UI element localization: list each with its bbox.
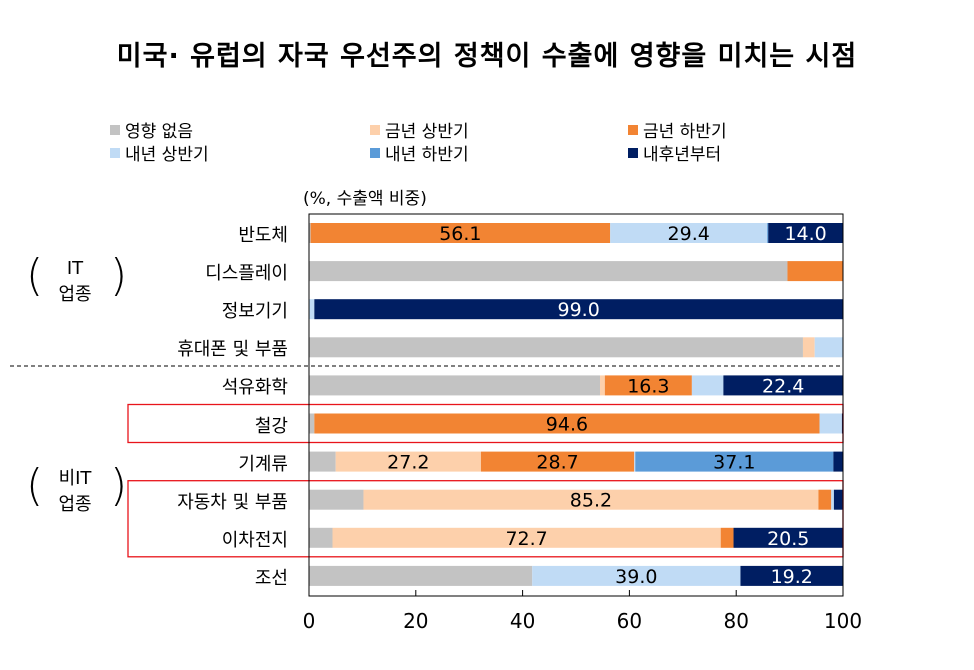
data-label: 27.2 (387, 452, 429, 474)
category-label: 기계류 (238, 453, 288, 475)
chart-title: 미국· 유럽의 자국 우선주의 정책이 수출에 영향을 미치는 시점 (116, 41, 858, 72)
legend-swatch (110, 147, 120, 158)
bar-segment (309, 527, 333, 548)
bar-segment (309, 565, 533, 586)
bar-segment (833, 489, 843, 510)
legend-swatch (628, 124, 638, 135)
bar-segment (691, 375, 724, 396)
legend-item: 내년 하반기 (370, 140, 469, 165)
data-label: 56.1 (439, 223, 481, 245)
bar-segment (310, 223, 611, 243)
category-label: 조선 (254, 567, 288, 589)
bar-segment (767, 223, 769, 243)
group-bracket: ) (110, 460, 128, 511)
category-label: 석유화학 (221, 377, 288, 399)
group-bracket: ( (26, 250, 44, 301)
legend-item: 내후년부터 (628, 140, 721, 165)
category-label: 이차전지 (221, 529, 288, 551)
x-tick-label: 100 (824, 609, 862, 633)
legend-label: 내년 하반기 (385, 145, 469, 165)
category-label: 반도체 (238, 225, 288, 246)
legend-item: 영향 없음 (110, 117, 193, 142)
bar-segment (818, 489, 832, 510)
bar-segment (604, 375, 692, 396)
bar-segment (309, 337, 803, 358)
bar-segment (802, 337, 815, 358)
data-label: 14.0 (784, 223, 826, 245)
bar-segment (600, 375, 605, 396)
bar-segment (309, 451, 336, 472)
legend-swatch (370, 124, 380, 135)
bar-segment (332, 527, 721, 548)
legend-item: 금년 하반기 (628, 117, 727, 142)
legend-label: 내후년부터 (643, 145, 722, 165)
data-label: 94.6 (546, 414, 588, 436)
bar-segment (610, 223, 768, 243)
category-label: 자동차 및 부품 (177, 491, 288, 513)
bar-segment (335, 451, 481, 472)
bar-segment (833, 451, 843, 472)
bar-segment (733, 527, 843, 548)
bar-segment (532, 565, 741, 586)
category-label: 정보기기 (221, 301, 288, 323)
bar-segment (740, 565, 843, 586)
data-label: 16.3 (627, 375, 669, 397)
legend-swatch (370, 147, 380, 158)
bar-segment (819, 413, 842, 434)
group-label: IT 업종 (58, 258, 92, 305)
bar-segment (720, 527, 734, 548)
plot-frame (308, 213, 844, 597)
x-tick-label: 60 (617, 609, 642, 633)
category-label: 철강 (254, 415, 288, 437)
data-label: 20.5 (767, 528, 809, 550)
legend-label: 금년 상반기 (385, 122, 469, 142)
data-label: 29.4 (668, 223, 710, 245)
bar-segment (831, 489, 834, 510)
unit-label: (%, 수출액 비중) (303, 189, 427, 209)
bar-segment (309, 489, 364, 510)
data-label: 72.7 (505, 528, 547, 550)
bar-segment (814, 337, 843, 358)
group-label: 비IT 업종 (58, 468, 92, 515)
bar-segment (634, 451, 636, 472)
bar-segment (723, 375, 843, 396)
data-label: 28.7 (536, 452, 578, 474)
legend-swatch (628, 147, 638, 158)
category-label: 휴대폰 및 부품 (177, 339, 288, 361)
bar-segment (480, 451, 635, 472)
data-label: 22.4 (762, 375, 804, 397)
legend-item: 내년 상반기 (110, 140, 209, 165)
x-tick-label: 40 (510, 609, 535, 633)
bar-segment (314, 299, 844, 320)
bar-segment (787, 261, 843, 282)
bar-segment (309, 261, 788, 282)
bar-segment (635, 451, 834, 472)
x-tick-label: 80 (723, 609, 748, 633)
bar-segment (768, 223, 843, 243)
data-label: 37.1 (713, 452, 755, 474)
bar-segment (309, 375, 601, 396)
data-label: 19.2 (771, 566, 813, 588)
bar-segment (314, 413, 820, 434)
category-label: 디스플레이 (205, 263, 288, 285)
data-label: 85.2 (570, 490, 612, 512)
legend-item: 금년 상반기 (370, 117, 469, 142)
x-tick-label: 0 (303, 609, 316, 633)
group-bracket: ) (110, 250, 128, 301)
group-bracket: ( (26, 460, 44, 511)
bar-segment (309, 413, 315, 434)
bar-segment (309, 299, 315, 320)
bar-segment (363, 489, 819, 510)
legend-label: 영향 없음 (125, 122, 193, 142)
legend-label: 금년 하반기 (643, 122, 727, 142)
bar-segment (309, 223, 311, 243)
data-label: 99.0 (558, 299, 600, 321)
legend-label: 내년 상반기 (125, 145, 209, 165)
x-tick-label: 20 (403, 609, 428, 633)
legend-swatch (110, 124, 120, 135)
data-label: 39.0 (615, 566, 657, 588)
